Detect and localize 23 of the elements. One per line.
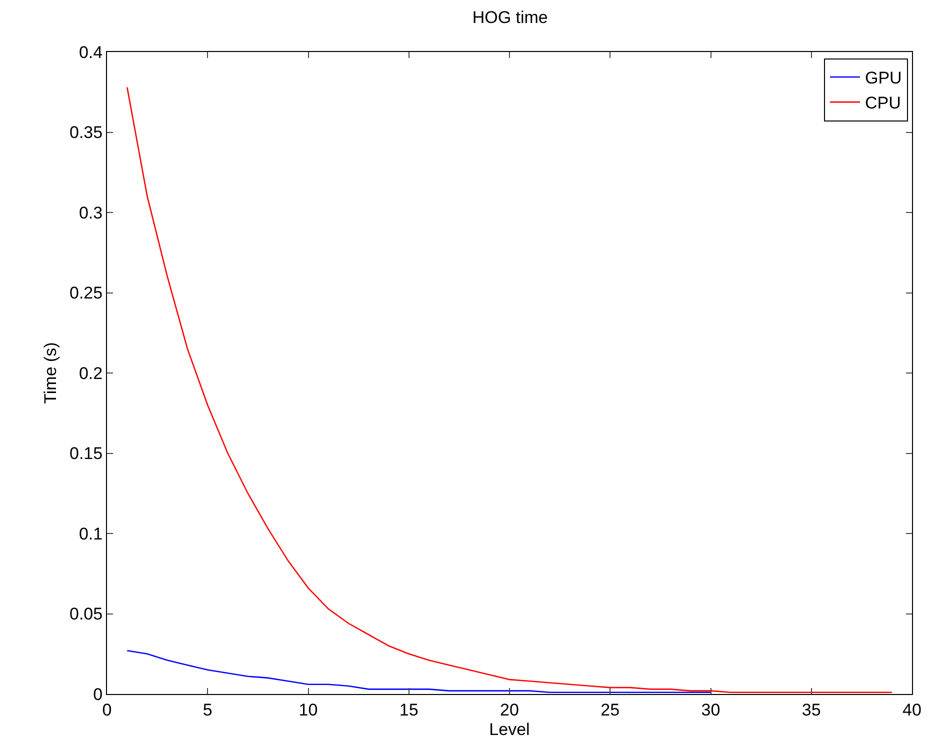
- x-tick-label: 10: [298, 700, 318, 720]
- y-tick-label: 0.3: [78, 203, 103, 222]
- y-tick-label: 0: [93, 684, 103, 704]
- x-tick-label: 40: [902, 700, 922, 720]
- legend-label: CPU: [864, 94, 901, 113]
- legend-label: GPU: [864, 68, 902, 88]
- y-tick-label: 0.35: [70, 123, 103, 142]
- y-tick-label: 0.4: [78, 42, 103, 62]
- y-tick-label: 0.1: [78, 524, 103, 544]
- x-axis-title: Level: [489, 720, 530, 739]
- y-tick-label: 0.15: [70, 444, 103, 464]
- x-tick-label: 5: [202, 700, 212, 720]
- chart-title: HOG time: [472, 8, 548, 28]
- x-tick-label: 15: [399, 700, 418, 720]
- line-series: [126, 650, 712, 694]
- y-tick-label: 0.25: [70, 284, 103, 303]
- y-tick-label: 0.2: [78, 364, 103, 383]
- x-tick-label: 30: [701, 700, 720, 720]
- x-tick-label: 35: [802, 700, 821, 720]
- x-tick-label: 20: [500, 700, 519, 720]
- y-axis-title: Time (s): [41, 342, 60, 404]
- y-tick-label: 0.05: [70, 604, 103, 624]
- x-tick-label: 25: [600, 700, 620, 720]
